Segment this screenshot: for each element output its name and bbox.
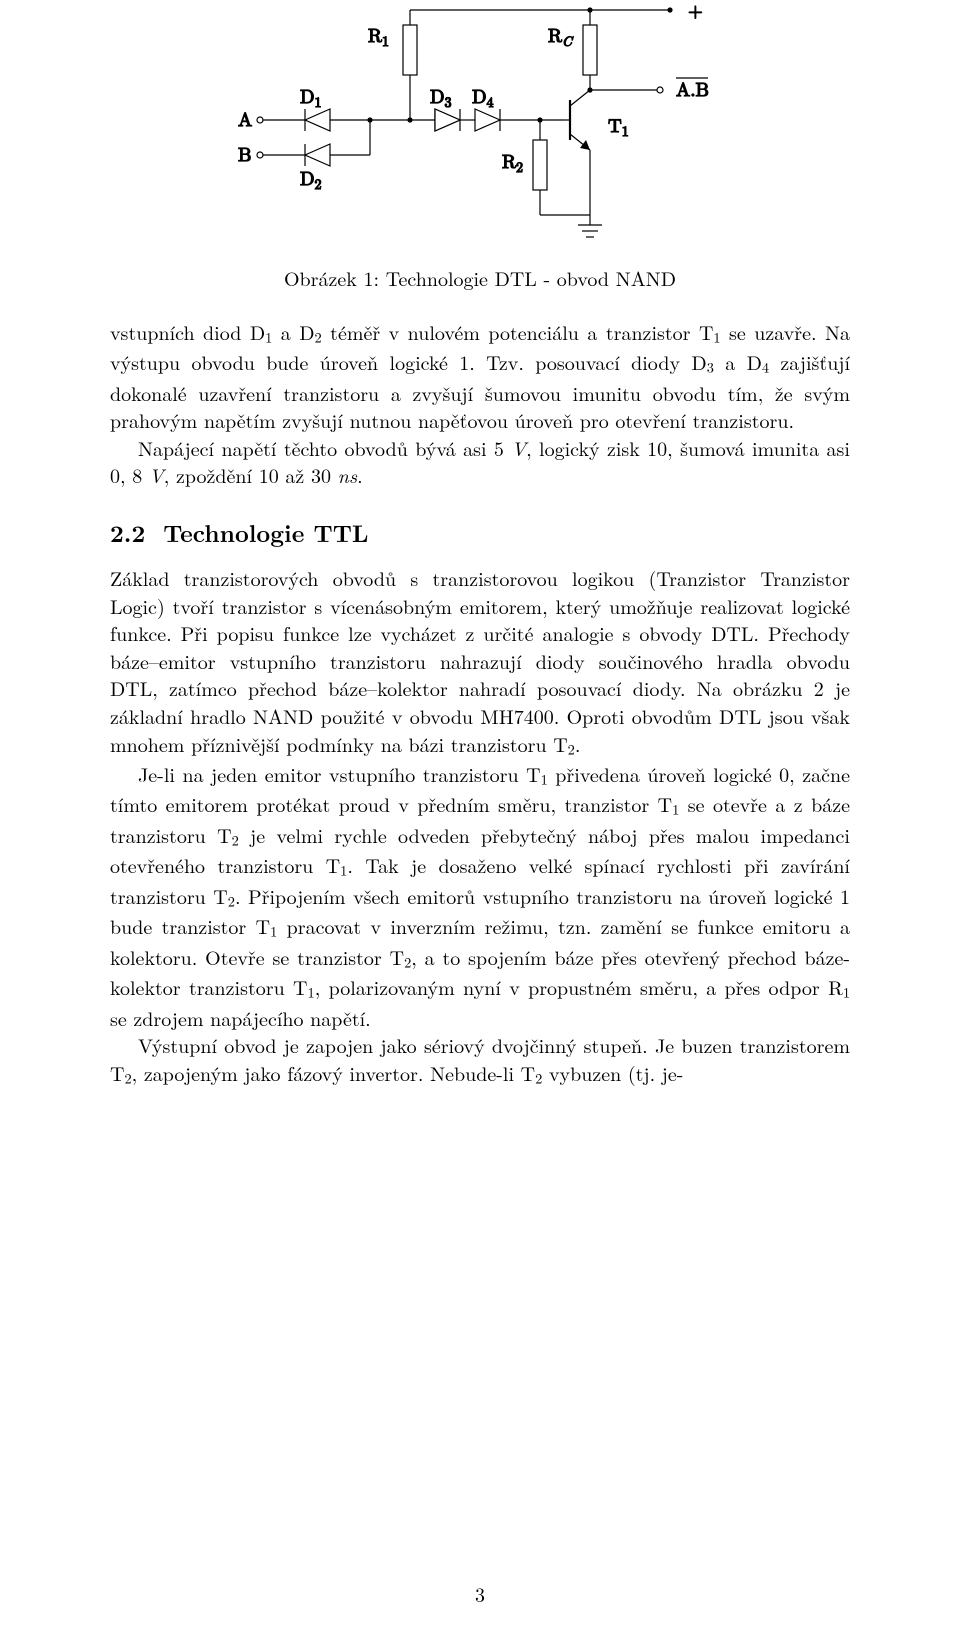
paragraph-4: Je-li na jeden emitor vstupního tranzist… (110, 760, 850, 1031)
paragraph-1: vstupních diod D1 a D2 téměř v nulovém p… (110, 318, 850, 434)
paragraph-2: Napájecí napětí těchto obvodů bývá asi 5… (110, 434, 850, 489)
figure-caption: Obrázek 1: Technologie DTL - obvod NAND (110, 264, 850, 292)
label-B: B (238, 140, 251, 167)
circuit-svg: + R1 RC A B (210, 0, 750, 250)
paragraph-3: Základ tranzistorových obvodů s tranzist… (110, 564, 850, 760)
figure-1: + R1 RC A B (110, 0, 850, 292)
section-2-2-heading: 2.2Technologie TTL (110, 517, 850, 550)
label-T1: T1 (608, 111, 629, 141)
label-out: A.B (676, 75, 709, 102)
label-plus: + (688, 0, 703, 23)
label-D3: D3 (430, 82, 452, 112)
label-A: A (238, 105, 252, 132)
label-RC: RC (548, 21, 574, 51)
label-R2: R2 (502, 147, 523, 177)
paragraph-5: Výstupní obvod je zapojen jako sériový d… (110, 1031, 850, 1089)
label-D4: D4 (472, 82, 494, 112)
label-D1: D1 (300, 82, 322, 112)
label-D2: D2 (300, 164, 322, 194)
page-number: 3 (0, 1580, 960, 1608)
label-R1: R1 (368, 21, 389, 51)
